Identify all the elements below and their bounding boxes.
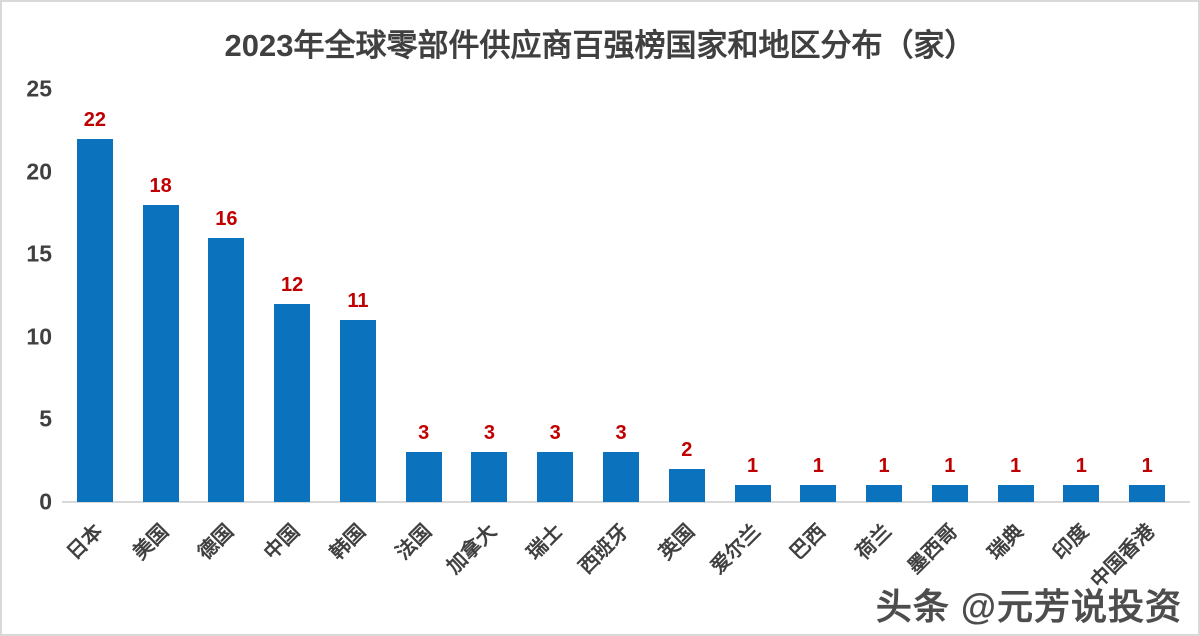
- bar-value-label: 3: [418, 422, 430, 445]
- x-axis-label: 日本: [63, 520, 107, 565]
- x-axis-label: 法国: [391, 520, 436, 565]
- bar-value-label: 18: [149, 174, 172, 197]
- bar-slot: 1 荷兰: [851, 89, 917, 564]
- bar-value-label: 1: [1075, 455, 1087, 478]
- x-axis-label: 加拿大: [443, 520, 502, 579]
- bar-slot: 2 英国: [654, 89, 720, 564]
- bar: [76, 138, 113, 502]
- x-axis-label: 德国: [194, 520, 239, 565]
- bar-value-label: 3: [483, 422, 496, 445]
- bar-slot: 22 日本: [62, 89, 128, 564]
- bar-slot: 1 巴西: [785, 89, 851, 564]
- bars-container: 22 日本 18 美国 16 德国 12 中国 11 韩国 3 法国 3 加拿大 3 瑞士 3 西班牙 2 英国 1 爱尔…: [62, 89, 1180, 593]
- bar-slot: 3 加拿大: [443, 89, 523, 578]
- bar-slot: 1 墨西哥: [904, 89, 983, 578]
- bar: [208, 237, 245, 502]
- bar: [471, 452, 508, 502]
- chart-title: 2023年全球零部件供应商百强榜国家和地区分布（家）: [224, 28, 976, 63]
- x-axis-label: 巴西: [786, 520, 831, 565]
- x-axis-label: 美国: [128, 520, 173, 565]
- bar: [405, 452, 442, 502]
- bar: [800, 485, 837, 502]
- bar-slot: 11 韩国: [325, 89, 391, 564]
- y-axis-tick-label: 5: [39, 405, 52, 432]
- bar: [274, 303, 311, 502]
- x-axis-line: [62, 501, 1190, 503]
- bar-value-label: 1: [878, 455, 890, 478]
- bar-value-label: 12: [281, 273, 304, 296]
- bar-value-label: 11: [347, 290, 369, 313]
- bar-slot: 3 瑞士: [522, 89, 588, 564]
- bar-value-label: 1: [1141, 455, 1153, 478]
- bar-value-label: 1: [944, 455, 956, 478]
- x-axis-label: 印度: [1049, 520, 1094, 565]
- bar-slot: 1 爱尔兰: [707, 89, 786, 578]
- bar: [668, 468, 705, 502]
- bar: [142, 204, 179, 502]
- bar: [1063, 485, 1100, 502]
- watermark: 头条 @元芳说投资: [875, 586, 1182, 627]
- bar: [537, 452, 574, 502]
- x-axis-label: 西班牙: [575, 520, 633, 579]
- bar: [931, 485, 968, 502]
- y-axis-tick-label: 20: [26, 158, 52, 185]
- bar-slot: 3 西班牙: [575, 89, 654, 578]
- bar-slot: 12 中国: [259, 89, 325, 564]
- y-axis: 0 5 10 15 20 25: [2, 77, 52, 513]
- bar: [1129, 485, 1166, 502]
- x-axis-label: 爱尔兰: [706, 520, 765, 579]
- bar-slot: 18 美国: [128, 89, 194, 564]
- x-axis-label: 韩国: [326, 520, 370, 565]
- bar-value-label: 22: [83, 108, 106, 131]
- bar: [603, 452, 639, 502]
- bar-slot: 1 印度: [1048, 89, 1114, 564]
- bar-value-label: 1: [746, 455, 759, 478]
- x-axis-label: 瑞士: [523, 520, 568, 565]
- y-axis-tick-label: 15: [26, 240, 52, 267]
- x-axis-label: 瑞典: [983, 520, 1028, 565]
- bar: [734, 485, 771, 502]
- bar-value-label: 2: [681, 438, 693, 461]
- bar: [997, 485, 1034, 502]
- x-axis-label: 荷兰: [852, 520, 897, 565]
- bar-value-label: 3: [549, 422, 561, 445]
- bar-slot: 1 瑞典: [983, 89, 1049, 564]
- x-axis-label: 墨西哥: [903, 520, 962, 579]
- bar: [339, 320, 376, 502]
- bar-slot: 1 中国香港: [1087, 89, 1180, 593]
- x-axis-label: 中国: [260, 520, 305, 565]
- bar-value-label: 3: [615, 422, 627, 445]
- y-axis-tick-label: 0: [39, 488, 52, 515]
- bar-slot: 3 法国: [391, 89, 457, 564]
- bar-value-label: 1: [1010, 455, 1022, 478]
- bar-value-label: 16: [215, 207, 238, 230]
- bar-value-label: 1: [812, 455, 824, 478]
- y-axis-tick-label: 10: [26, 323, 52, 350]
- y-axis-tick-label: 25: [26, 75, 52, 102]
- bar-slot: 16 德国: [194, 89, 260, 564]
- x-axis-label: 英国: [654, 520, 699, 565]
- bar: [866, 485, 903, 502]
